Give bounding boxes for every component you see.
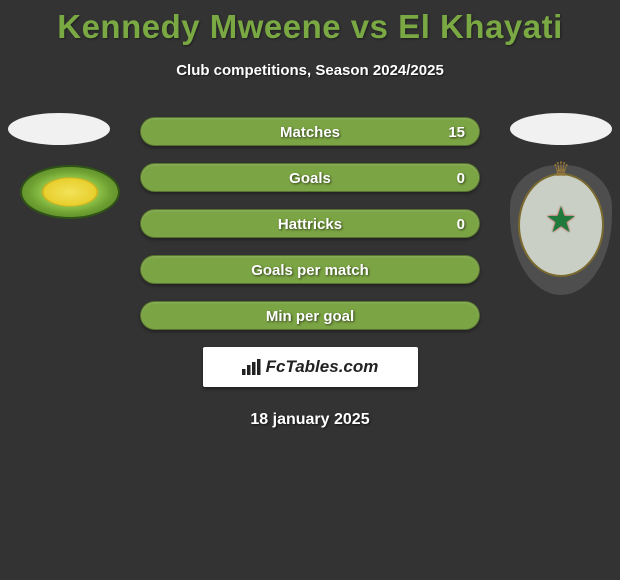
- subtitle: Club competitions, Season 2024/2025: [0, 62, 620, 79]
- crown-icon: ♛: [552, 157, 570, 182]
- site-logo: FcTables.com: [203, 347, 418, 387]
- player-left-placeholder: [8, 113, 110, 145]
- stat-label: Goals: [141, 164, 479, 193]
- bar-chart-icon: [242, 359, 262, 375]
- page-title: Kennedy Mweene vs El Khayati: [0, 0, 620, 46]
- stat-label: Min per goal: [141, 302, 479, 331]
- stat-bar-min-per-goal: Min per goal: [140, 301, 480, 330]
- club-badge-left: [20, 165, 120, 219]
- stat-value-right: 15: [448, 118, 465, 147]
- date-label: 18 january 2025: [0, 411, 620, 429]
- stat-value-right: 0: [457, 164, 465, 193]
- stat-bars: Matches 15 Goals 0 Hattricks 0 Goals per…: [140, 117, 480, 330]
- stat-bar-goals: Goals 0: [140, 163, 480, 192]
- stat-bar-goals-per-match: Goals per match: [140, 255, 480, 284]
- logo-text: FcTables.com: [242, 357, 379, 377]
- player-right-placeholder: [510, 113, 612, 145]
- stat-label: Goals per match: [141, 256, 479, 285]
- club-badge-right: ♛: [510, 165, 612, 295]
- stat-bar-matches: Matches 15: [140, 117, 480, 146]
- comparison-row: ♛ Matches 15 Goals 0 Hattricks 0 Goals p…: [0, 117, 620, 429]
- stat-label: Hattricks: [141, 210, 479, 239]
- stat-value-right: 0: [457, 210, 465, 239]
- stat-bar-hattricks: Hattricks 0: [140, 209, 480, 238]
- logo-label: FcTables.com: [266, 357, 379, 377]
- stat-label: Matches: [141, 118, 479, 147]
